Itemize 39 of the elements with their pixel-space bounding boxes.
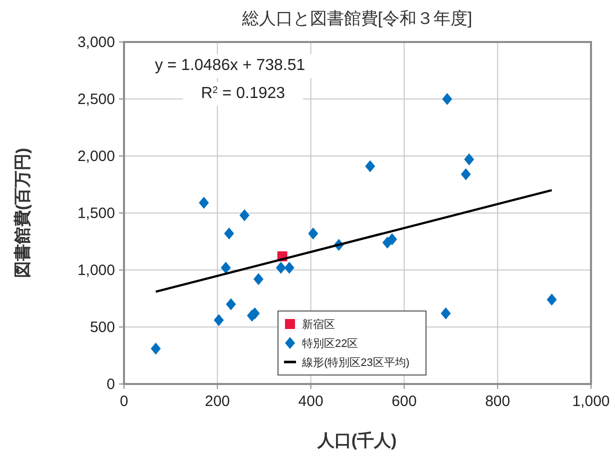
x-tick-label: 600 xyxy=(392,393,417,410)
y-tick-label: 3,000 xyxy=(77,34,115,51)
x-tick-label: 400 xyxy=(298,393,324,410)
y-tick-label: 2,500 xyxy=(77,91,115,108)
x-tick-label: 0 xyxy=(120,393,128,410)
y-tick-label: 500 xyxy=(90,319,115,336)
point xyxy=(220,262,231,274)
point xyxy=(226,298,236,310)
annotation: R$^{2}$ = 0.1923 xyxy=(200,84,286,102)
point xyxy=(224,228,234,240)
legend-label: 新宿区 xyxy=(302,318,335,331)
point xyxy=(460,168,471,180)
point xyxy=(442,93,452,105)
point xyxy=(214,314,224,326)
legend-label: 特別区22区 xyxy=(302,338,358,350)
y-tick-label: 0 xyxy=(106,376,115,393)
point xyxy=(198,196,209,209)
x-axis-title: 人口(千人) xyxy=(316,431,397,450)
y-axis-title: 図書館費(百万円) xyxy=(13,148,32,278)
point xyxy=(253,273,264,286)
y-tick-label: 2,000 xyxy=(77,148,115,165)
x-tick-label: 800 xyxy=(485,393,510,410)
point xyxy=(150,342,161,355)
point xyxy=(239,209,250,222)
point xyxy=(464,153,474,166)
point xyxy=(546,294,557,306)
x-tick-label: 1,000 xyxy=(572,393,610,410)
point xyxy=(276,262,286,274)
point xyxy=(387,233,398,246)
chart-title: 総人口と図書館費[令和３年度] xyxy=(240,9,472,28)
legend-label: 線形(特別区23区平均) xyxy=(301,357,410,369)
y-tick-label: 1,500 xyxy=(77,205,115,222)
point xyxy=(440,307,451,320)
x-tick-label: 200 xyxy=(204,393,230,410)
point xyxy=(365,160,376,172)
annotation: y = 1.0486x + 738.51 xyxy=(154,57,306,74)
point xyxy=(308,228,318,240)
y-tick-label: 1,000 xyxy=(77,262,115,279)
point xyxy=(284,262,294,274)
